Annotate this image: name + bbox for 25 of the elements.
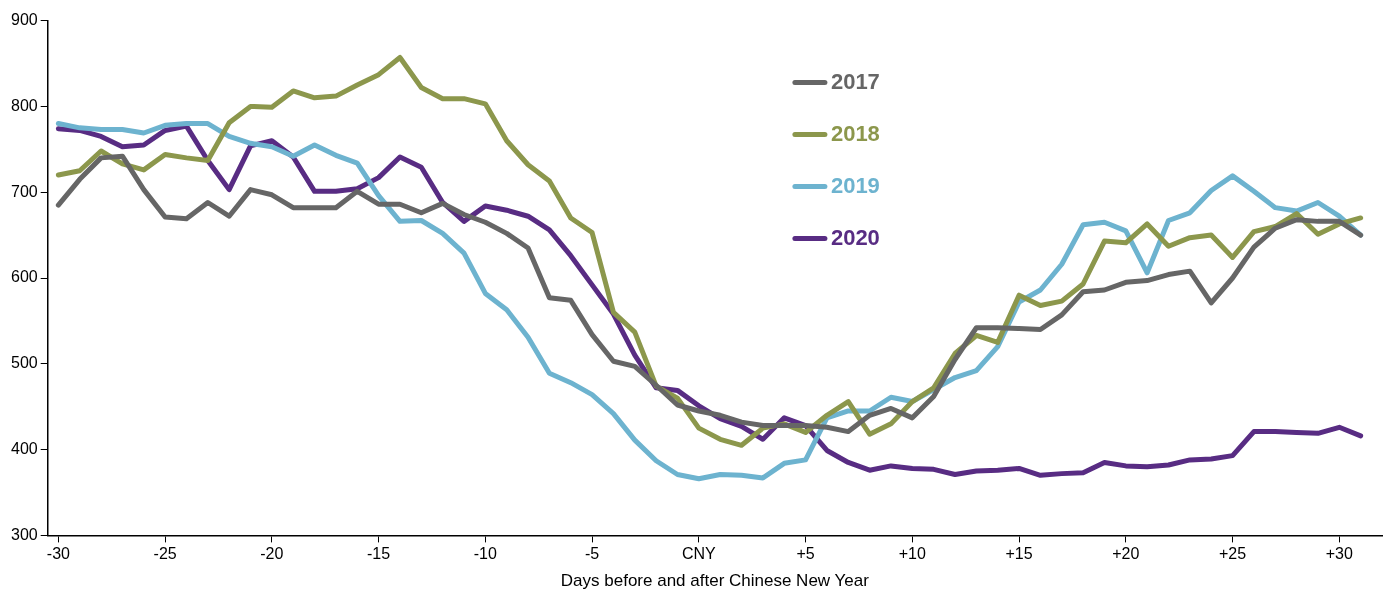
y-tick-label: 800 [10,96,38,114]
legend-label: 2018 [830,120,880,146]
x-tick-label: -30 [46,545,71,563]
legend-label: 2020 [830,224,880,250]
x-tick-label: -25 [153,545,177,563]
y-tick-label: 600 [10,268,38,286]
y-tick-label: 400 [10,440,38,458]
x-tick-label: -10 [473,545,498,563]
x-tick-label: -15 [367,545,391,563]
legend-label: 2019 [830,172,880,198]
x-tick-label: -5 [584,545,600,563]
x-axis-title: Days before and after Chinese New Year [560,571,870,591]
x-tick-label: +25 [1218,545,1247,563]
x-tick-label: +30 [1325,545,1353,563]
x-tick-label: +20 [1112,545,1140,563]
x-tick-label: CNY [681,545,717,563]
legend-label: 2017 [830,68,880,94]
y-tick-label: 500 [10,354,38,372]
x-tick-label: +10 [898,545,926,563]
y-tick-label: 700 [10,182,38,200]
x-tick-label: +15 [1005,545,1033,563]
y-tick-label: 900 [10,11,38,29]
y-tick-label: 300 [10,525,38,543]
x-tick-label: +5 [796,545,815,563]
x-tick-label: -20 [260,545,284,563]
